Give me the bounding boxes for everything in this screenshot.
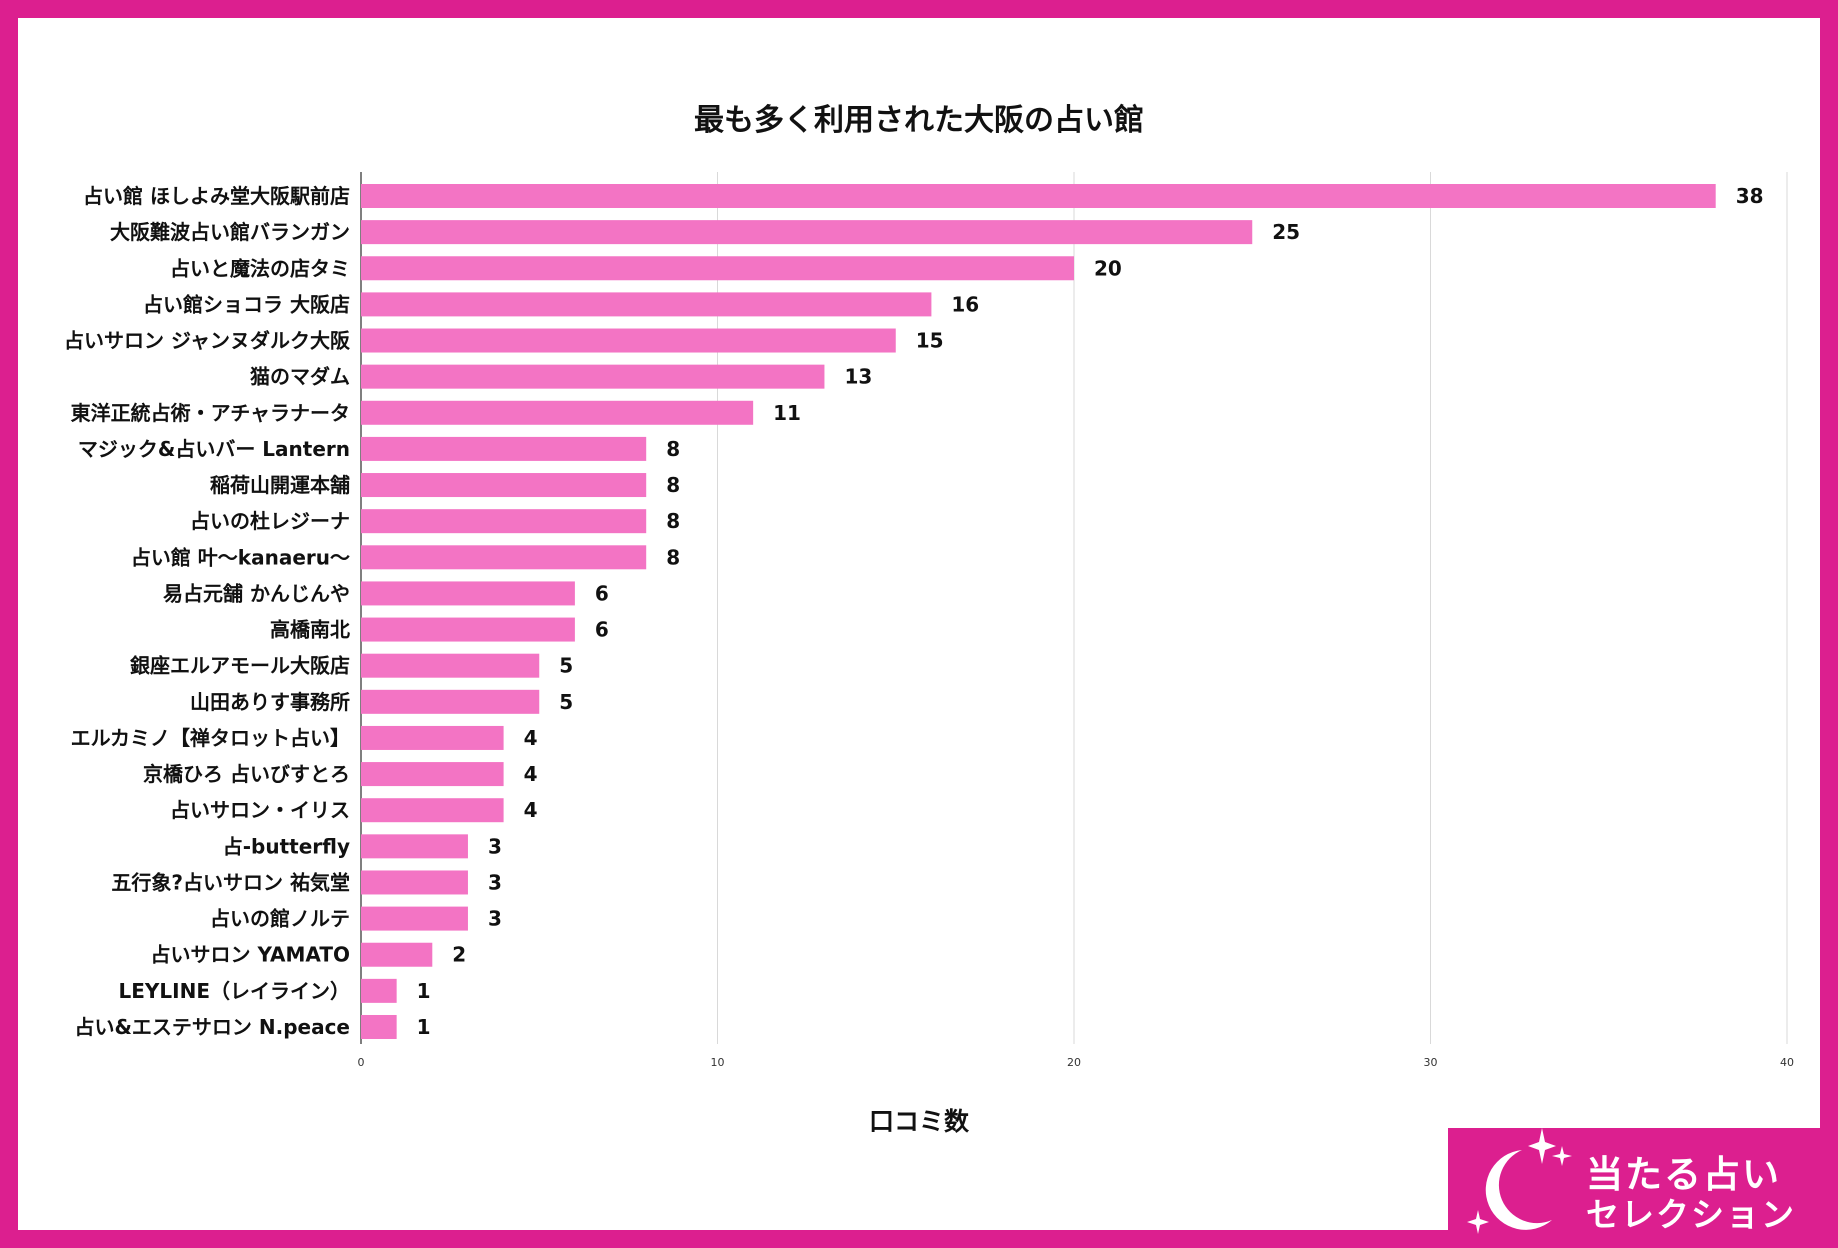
category-label: エルカミノ【禅タロット占い】 [71,726,350,750]
category-label: 東洋正統占術・アチャラナータ [71,401,350,425]
x-tick-label: 40 [1780,1056,1794,1069]
data-label: 6 [595,618,609,642]
data-label: 1 [417,1015,431,1039]
bar [361,581,575,606]
data-label: 13 [844,365,872,389]
data-label: 3 [488,907,502,931]
category-label: 占いの館ノルテ [210,907,350,931]
category-label: 高橋南北 [270,618,350,642]
chart-title: 最も多く利用された大阪の占い館 [694,103,1144,138]
category-label: 占い&エステサロン N.peace [74,1015,350,1039]
bar [361,978,397,1003]
bar [361,1014,397,1039]
bar [361,400,754,425]
category-label: 京橋ひろ 占いびすとろ [143,762,350,786]
category-label: 占いと魔法の店タミ [170,256,350,280]
category-label: 占い館 叶〜kanaeru〜 [131,545,350,569]
category-label: マジック&占いバー Lantern [78,437,350,461]
bar [361,436,647,461]
category-label: 占いサロン・イリス [170,798,350,822]
category-label: 五行象?占いサロン 祐気堂 [111,870,350,894]
crescent-moon-sparkles-icon [1467,1128,1572,1234]
bar [361,509,647,534]
category-label: 占いの杜レジーナ [190,509,350,533]
x-tick-label: 0 [358,1056,365,1069]
bar [361,689,540,714]
category-label: 銀座エルアモール大阪店 [130,654,350,678]
brand-name-line2: セレクション [1586,1195,1796,1234]
data-label: 8 [666,509,680,533]
category-label: 稲荷山開運本舗 [210,473,350,497]
category-label: 占いサロン YAMATO [151,943,350,967]
bar [361,725,504,750]
bar [361,906,468,931]
data-label: 25 [1272,220,1300,244]
bar [361,292,932,317]
category-label: 占い館 ほしよみ堂大阪駅前店 [83,184,350,208]
category-label: 猫のマダム [250,365,350,389]
data-label: 16 [951,292,979,316]
brand-name-line1: 当たる占い [1586,1153,1781,1196]
bar [361,184,1716,208]
data-label: 4 [524,726,538,750]
data-label: 8 [666,437,680,461]
bar [361,545,647,570]
data-label: 11 [773,401,801,425]
category-labels: 占い館 ほしよみ堂大阪駅前店大阪難波占い館バランガン占いと魔法の店タミ占い館ショ… [64,184,351,1039]
data-label: 3 [488,834,502,858]
bar [361,762,504,787]
data-label: 5 [559,654,573,678]
data-label: 5 [559,690,573,714]
data-label: 20 [1094,256,1122,280]
x-tick-labels: 0 10 20 30 40 [358,1056,1795,1069]
bar [361,942,433,967]
category-label: 易占元舗 かんじんや [163,581,350,605]
data-label: 2 [452,943,466,967]
bar [361,653,540,678]
bar [361,256,1074,281]
bar [361,834,468,859]
bar [361,870,468,895]
bar [361,364,825,389]
data-label: 4 [524,762,538,786]
x-axis-title: 口コミ数 [868,1107,969,1136]
x-tick-label: 30 [1424,1056,1438,1069]
bar [361,220,1253,245]
category-label: 占-butterfly [223,834,350,858]
grid-lines [360,172,1788,1044]
data-label: 6 [595,581,609,605]
data-label: 8 [666,473,680,497]
data-label: 4 [524,798,538,822]
data-label: 3 [488,870,502,894]
category-label: LEYLINE（レイライン） [119,979,350,1003]
bar [361,473,647,498]
x-tick-label: 20 [1067,1056,1081,1069]
bar [361,328,896,353]
data-label: 15 [916,329,944,353]
bar [361,798,504,823]
category-label: 大阪難波占い館バランガン [110,220,350,244]
category-label: 山田ありす事務所 [190,690,350,714]
bars [361,184,1716,1039]
category-label: 占いサロン ジャンヌダルク大阪 [64,329,351,353]
brand-logo[interactable]: 当たる占い セレクション [1448,1128,1824,1234]
bar [361,617,575,642]
data-label: 8 [666,545,680,569]
category-label: 占い館ショコラ 大阪店 [143,292,350,316]
data-label: 1 [417,979,431,1003]
data-label: 38 [1736,184,1764,208]
x-tick-label: 10 [711,1056,725,1069]
